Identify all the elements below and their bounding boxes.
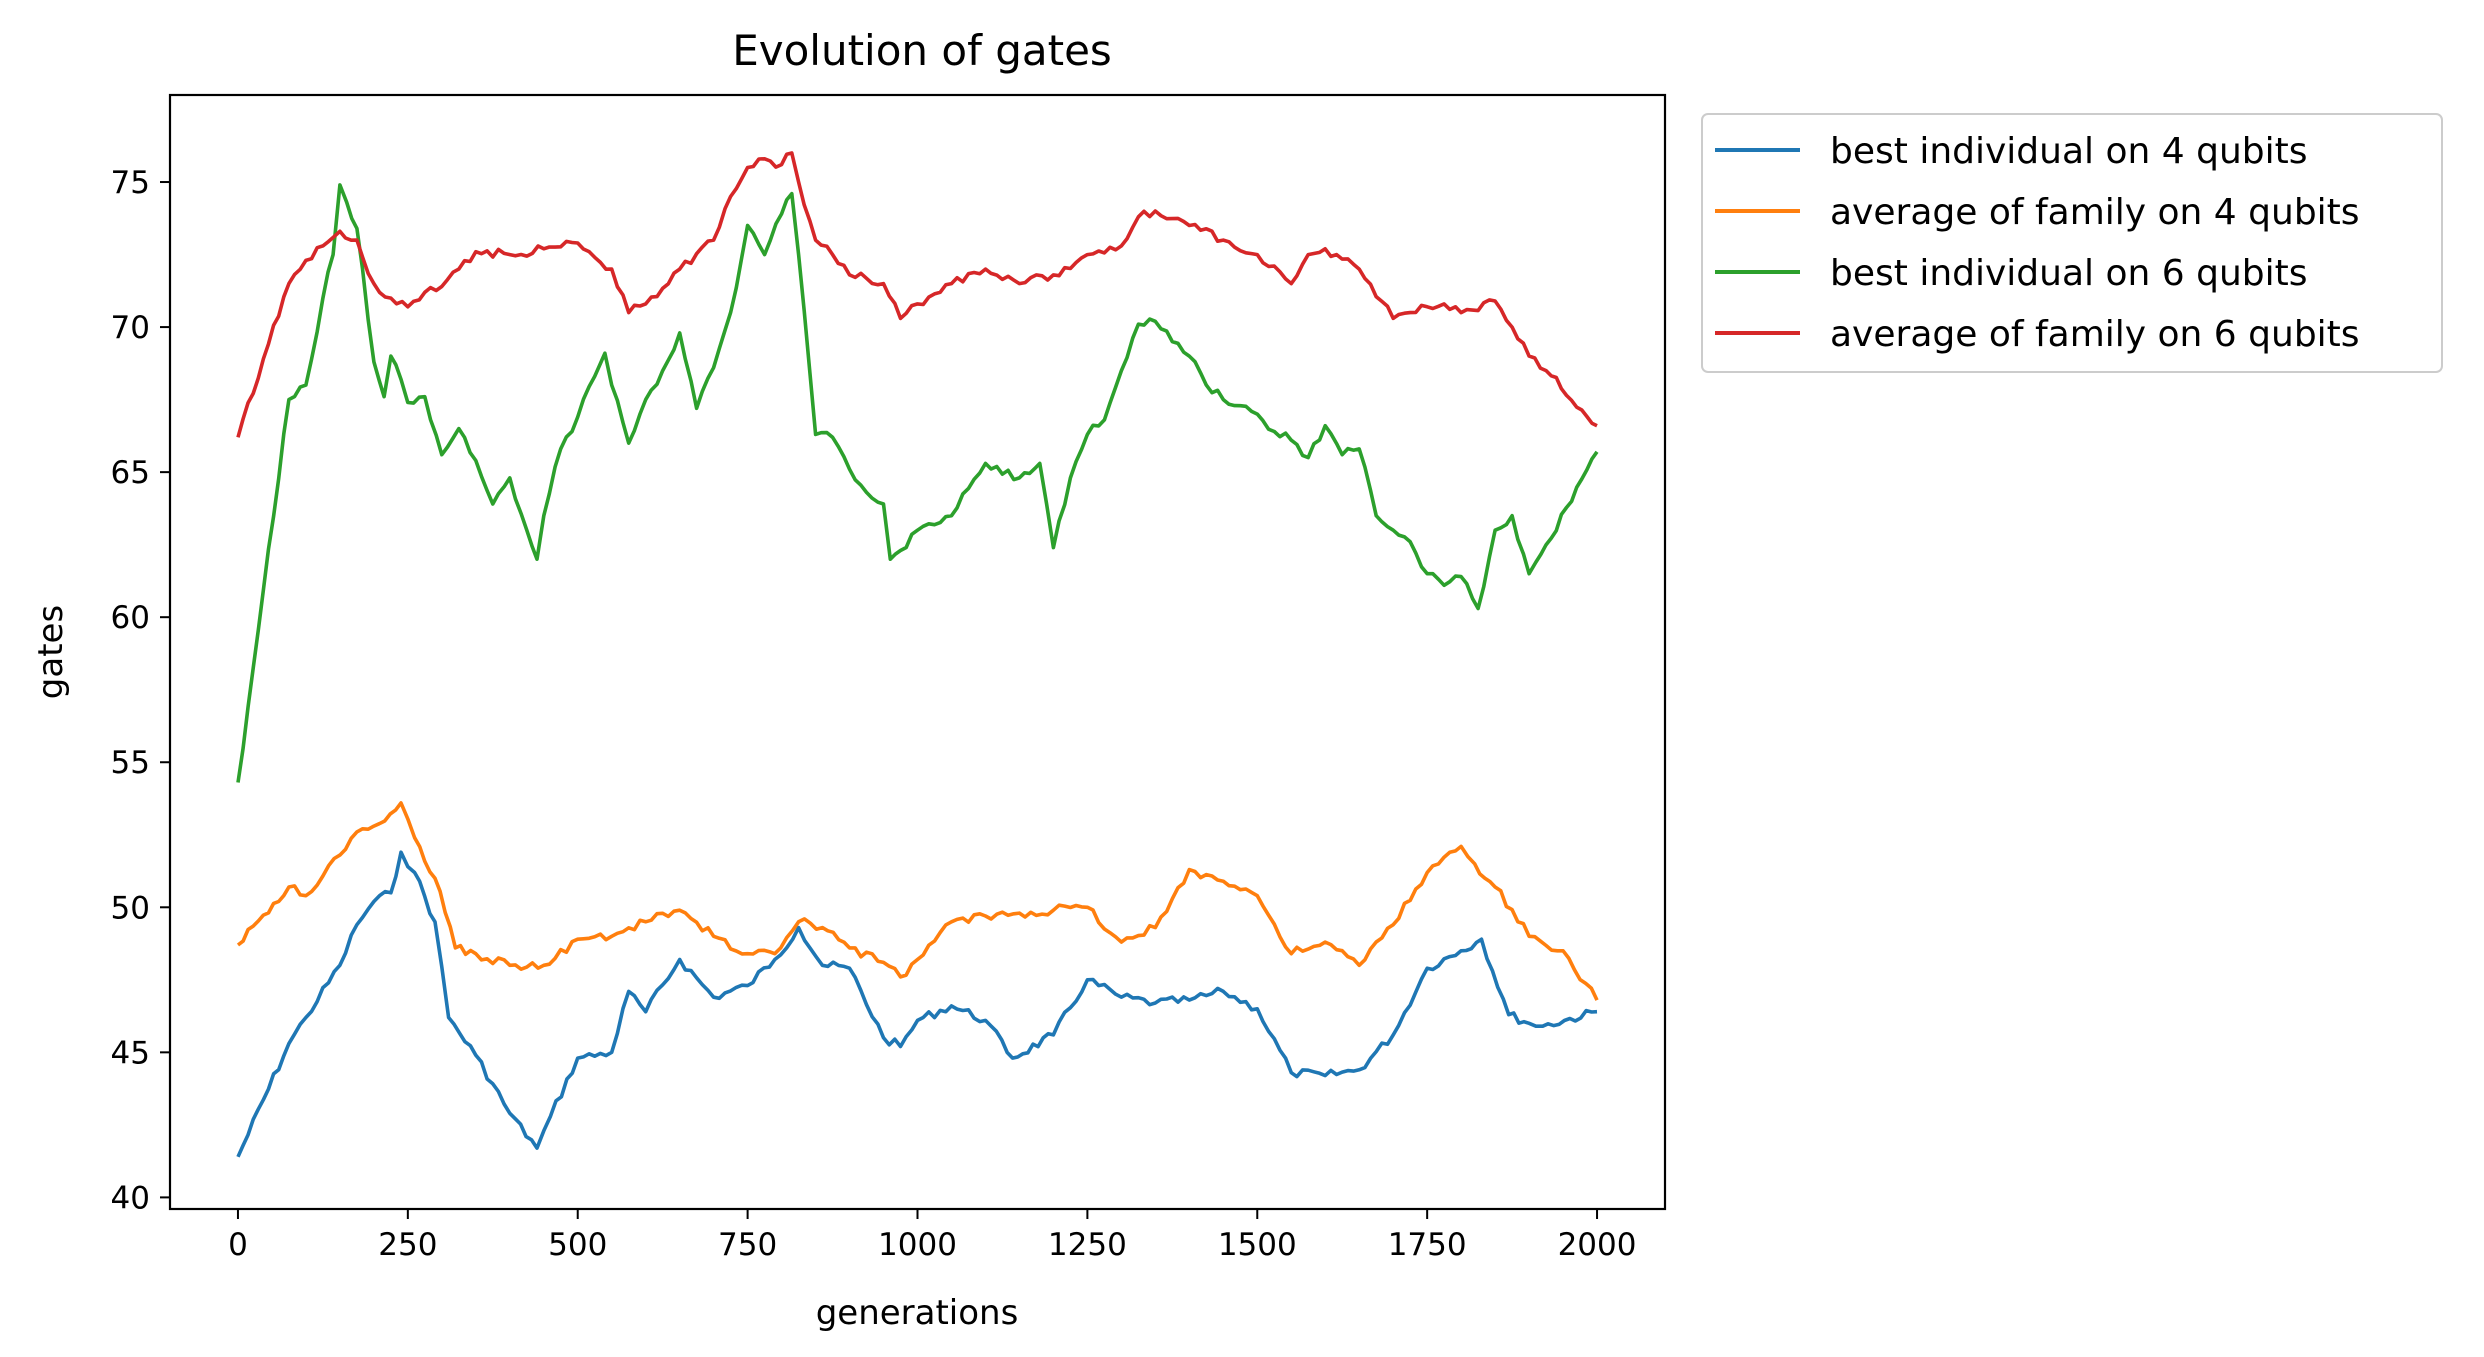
- x-tick-label: 500: [548, 1227, 607, 1263]
- legend-label: average of family on 4 qubits: [1830, 192, 2360, 233]
- x-axis: 0 250 500 750 1000 1250 1500 1750 2000: [228, 1209, 1636, 1263]
- x-tick-label: 1000: [878, 1227, 957, 1263]
- y-axis: 40 45 50 55 60 65 70 75: [111, 165, 170, 1216]
- x-tick-label: 750: [718, 1227, 777, 1263]
- y-tick-label: 40: [111, 1180, 150, 1216]
- y-axis-label: gates: [31, 605, 71, 699]
- x-tick-label: 1750: [1388, 1227, 1467, 1263]
- x-axis-label: generations: [816, 1293, 1019, 1333]
- x-tick-label: 0: [228, 1227, 248, 1263]
- y-tick-label: 70: [111, 310, 150, 346]
- y-tick-label: 45: [111, 1035, 150, 1071]
- legend-label: average of family on 6 qubits: [1830, 314, 2360, 355]
- series-layer: [236, 151, 1599, 1158]
- series-line-4: [236, 151, 1598, 438]
- x-tick-label: 2000: [1558, 1227, 1637, 1263]
- x-tick-label: 1250: [1048, 1227, 1127, 1263]
- y-tick-label: 75: [111, 165, 150, 201]
- y-tick-label: 65: [111, 455, 150, 491]
- series-line-2: [236, 801, 1599, 1001]
- x-tick-label: 1500: [1218, 1227, 1297, 1263]
- y-tick-label: 60: [111, 600, 150, 636]
- legend: best individual on 4 qubits average of fa…: [1701, 113, 2443, 373]
- plot-area-frame: [168, 93, 1667, 1211]
- series-line-1: [236, 850, 1598, 1158]
- x-tick-label: 250: [378, 1227, 437, 1263]
- legend-label: best individual on 4 qubits: [1830, 131, 2308, 172]
- legend-box: [1701, 113, 2443, 373]
- y-tick-label: 50: [111, 890, 150, 926]
- legend-label: best individual on 6 qubits: [1830, 253, 2308, 294]
- series-line-3: [236, 183, 1599, 783]
- chart-title: Evolution of gates: [732, 26, 1112, 75]
- y-tick-label: 55: [111, 745, 150, 781]
